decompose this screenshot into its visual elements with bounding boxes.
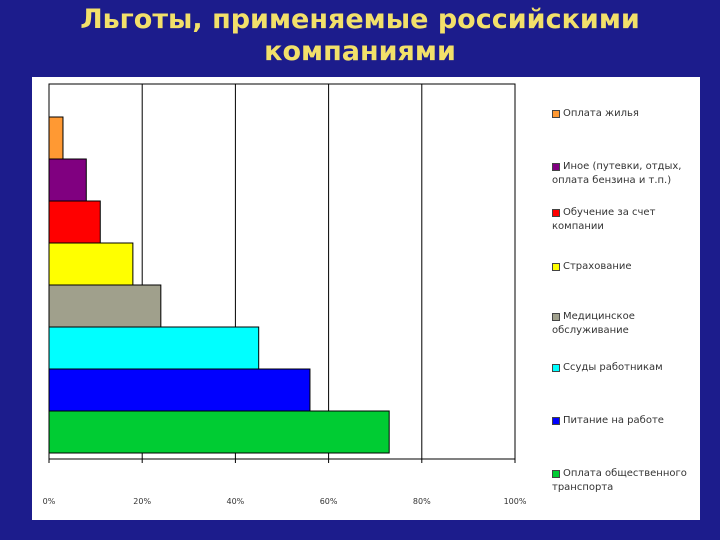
chart-panel: 0% 20% 40% 60% 80% 100% Оплата жилья Иное (пут… <box>32 77 700 520</box>
legend-label: Оплата жилья <box>563 108 639 119</box>
legend-item: Обучение за счет компании <box>552 206 700 233</box>
legend-swatch <box>552 469 560 478</box>
legend-swatch <box>552 109 560 118</box>
bar <box>48 158 87 202</box>
legend-label: Ссуды работникам <box>563 362 663 373</box>
slide-title: Льготы, применяемые российскими компания… <box>0 4 720 68</box>
x-tick-label: 80% <box>413 497 431 506</box>
x-tick-label: 20% <box>133 497 151 506</box>
legend-item: Оплата общественного транспорта <box>552 467 700 494</box>
title-line-2: компаниями <box>264 36 456 67</box>
bar <box>48 284 162 328</box>
bar <box>48 410 390 454</box>
legend-label: Страхование <box>563 261 632 272</box>
legend-label: Иное (путевки, отдых, оплата бензина и т… <box>552 161 682 186</box>
legend-swatch <box>552 208 560 217</box>
x-tick-label: 60% <box>320 497 338 506</box>
x-tick-label: 100% <box>504 497 527 506</box>
x-tick-label: 0% <box>43 497 56 506</box>
legend-item: Медицинское обслуживание <box>552 310 700 337</box>
bar-chart: 0% 20% 40% 60% 80% 100% <box>43 83 527 506</box>
legend-label: Медицинское обслуживание <box>552 311 635 336</box>
legend-swatch <box>552 162 560 171</box>
legend-label: Оплата общественного транспорта <box>552 468 687 493</box>
bar <box>48 368 311 412</box>
legend-swatch <box>552 363 560 372</box>
legend-item: Оплата жилья <box>552 107 700 121</box>
legend-item: Иное (путевки, отдых, оплата бензина и т… <box>552 160 700 187</box>
legend-swatch <box>552 416 560 425</box>
legend-swatch <box>552 312 560 321</box>
bar <box>48 242 134 286</box>
x-tick-label: 40% <box>227 497 245 506</box>
legend-label: Питание на работе <box>563 415 664 426</box>
legend-item: Питание на работе <box>552 414 700 428</box>
chart-legend: Оплата жилья Иное (путевки, отдых, оплата… <box>552 77 700 520</box>
bar <box>48 116 64 160</box>
legend-item: Страхование <box>552 260 700 274</box>
legend-swatch <box>552 262 560 271</box>
bar <box>48 326 260 370</box>
title-line-1: Льготы, применяемые российскими <box>80 4 640 35</box>
legend-label: Обучение за счет компании <box>552 207 656 232</box>
legend-item: Ссуды работникам <box>552 361 700 375</box>
bar <box>48 200 101 244</box>
